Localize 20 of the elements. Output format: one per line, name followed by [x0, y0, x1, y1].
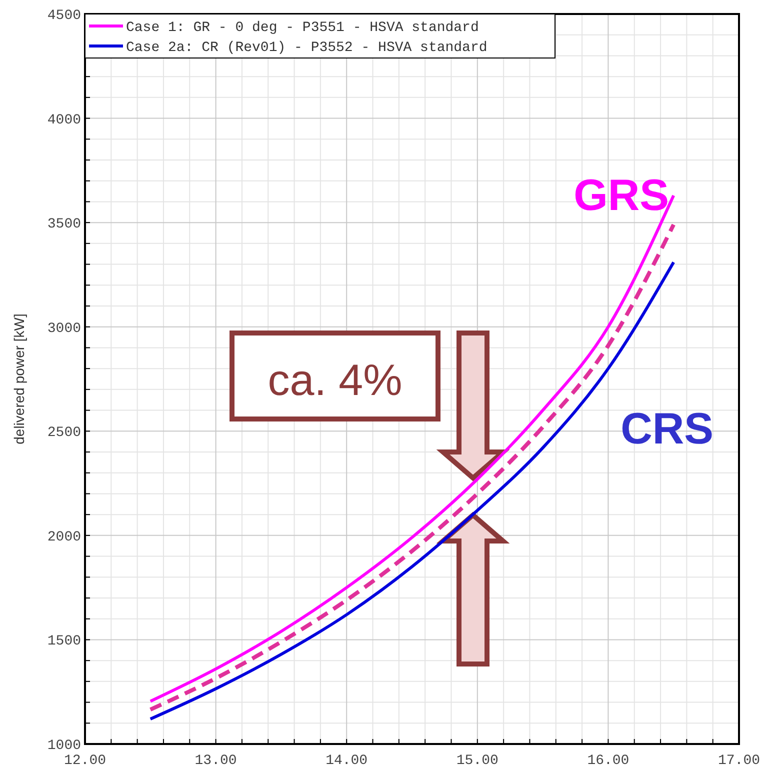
x-tick-label: 16.00 [587, 753, 630, 769]
annotation: GRS [574, 171, 669, 220]
y-tick-label: 3500 [47, 216, 81, 233]
x-tick-label: 12.00 [64, 753, 106, 769]
y-axis-title: delivered power [kW] [11, 314, 27, 444]
x-tick-label: 17.00 [718, 753, 760, 769]
y-tick-label: 4000 [47, 112, 81, 128]
annotation: CRS [620, 404, 714, 454]
y-tick-label: 3000 [47, 320, 81, 337]
x-tick-label: 13.00 [194, 753, 237, 769]
legend-label: Case 2a: CR (Rev01) - P3552 - HSVA standard [126, 40, 488, 56]
y-tick-label: 2500 [47, 425, 81, 442]
y-tick-label: 1500 [47, 634, 81, 650]
y-tick-label: 4500 [47, 8, 81, 24]
y-tick-label: 2000 [47, 529, 81, 546]
y-tick-label: 1000 [47, 738, 81, 754]
x-tick-label: 15.00 [456, 753, 498, 769]
x-tick-label: 14.00 [326, 753, 368, 769]
annotation: ca. 4% [268, 356, 402, 405]
legend-label: Case 1: GR - 0 deg - P3551 - HSVA standard [126, 20, 479, 36]
